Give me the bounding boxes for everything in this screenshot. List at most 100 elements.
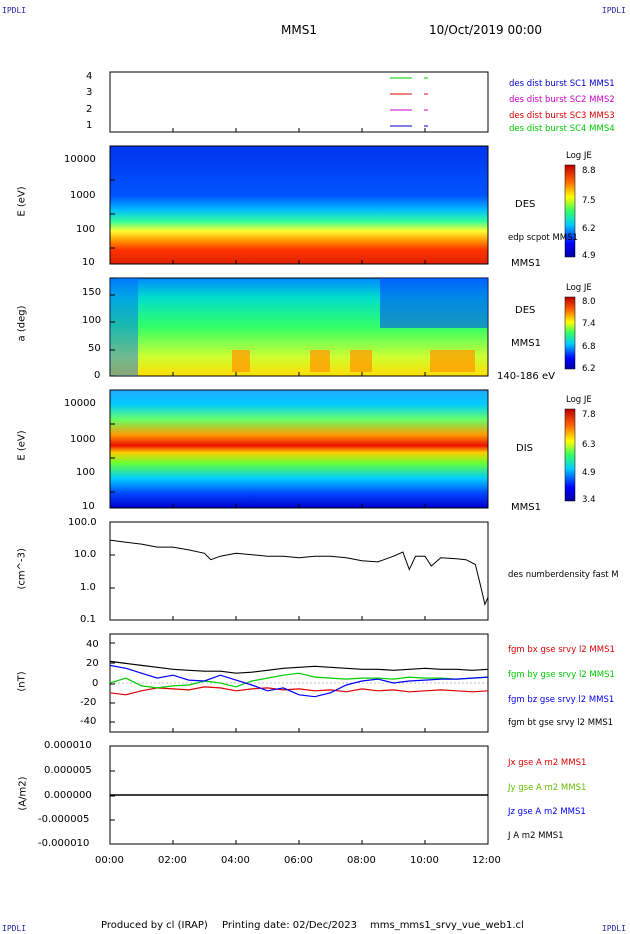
bfield-series-line [109,686,489,696]
pitch-colorbar-title: Log JE [566,283,592,293]
panel-burst-frame [109,71,489,133]
des-energy-sc-label: MMS1 [511,258,541,269]
pitch-hot-region [430,350,475,372]
density-series-label: des numberdensity fast M [508,570,619,580]
panel-des-energy-spectrogram [110,146,488,264]
des-energy-colorbar-title: Log JE [566,151,592,161]
pitch-hot-region [350,350,372,372]
des-energy-colorbar-tick: 8.8 [582,166,596,176]
density-ytick: 1.0 [80,582,96,593]
density-ylabel: (cm^-3) [16,548,28,590]
pitch-dark-region [110,278,138,376]
current-ytick: 0.000005 [44,765,92,776]
dis-energy-ytick: 1000 [70,434,96,445]
des-energy-ytick: 10 [82,257,95,268]
burst-legend-mms2: des dist burst SC2 MMS2 [509,95,615,105]
bfield-legend-bt: fgm bt gse srvy l2 MMS1 [508,718,614,728]
current-legend-jz: Jz gse A m2 MMS1 [508,807,586,817]
dis-energy-colorbar-tick: 6.3 [582,440,596,450]
burst-ytick: 2 [86,104,93,115]
pitch-colorbar-tick: 6.8 [582,342,596,352]
dis-energy-colorbar-tick: 3.4 [582,495,596,505]
dis-energy-ytick: 100 [76,467,96,478]
pitch-sc-label: MMS1 [511,338,541,349]
bfield-ytick: -20 [80,697,97,708]
dis-energy-colorbar-tick: 7.8 [582,410,596,420]
dis-energy-colorbar-tick: 4.9 [582,468,596,478]
panel-density-frame [109,521,489,621]
corner-label-bottom-right: IPDLI [601,924,626,933]
bfield-ytick: -40 [80,716,97,727]
density-ytick: 100.0 [68,517,97,528]
panel-dis-energy-spectrogram [110,390,488,508]
current-legend-j: J A m2 MMS1 [508,831,564,841]
pitch-colorbar-tick: 8.0 [582,297,596,307]
footer-config: mms_mms1_srvy_vue_web1.cl [370,920,524,931]
des-energy-ylabel: E (eV) [16,186,28,217]
des-energy-ytick: 10000 [64,154,96,165]
burst-legend-mms4: des dist burst SC4 MMS4 [509,124,615,134]
dis-energy-species-label: DIS [516,443,533,454]
bfield-ytick: 40 [86,639,99,650]
burst-ytick: 1 [86,120,93,131]
bfield-legend-by: fgm by gse srvy l2 MMS1 [508,670,615,680]
current-legend-jx: Jx gse A m2 MMS1 [508,758,587,768]
spacecraft-title: MMS1 [281,23,317,37]
pitch-ytick: 150 [82,287,102,298]
pitch-colorbar-tick: 7.4 [582,319,596,329]
pitch-ytick: 0 [94,370,101,381]
burst-ytick: 3 [86,87,93,98]
pitch-dark-region [380,278,488,328]
bfield-ytick: 0 [92,678,99,689]
pitch-ytick: 100 [82,315,102,326]
footer-produced-by: Produced by cl (IRAP) [101,920,208,931]
bfield-series-line [109,672,489,689]
pitch-energy-range-label: 140-186 eV [497,371,555,382]
pitch-ylabel: a (deg) [16,305,28,342]
des-energy-colorbar-tick: 7.5 [582,196,596,206]
des-energy-ytick: 100 [76,224,96,235]
colorbar-des-energy [564,164,576,258]
dis-energy-sc-label: MMS1 [511,502,541,513]
time-axis-tick: 08:00 [347,855,376,866]
bfield-series-line [109,660,489,674]
time-axis-tick: 12:00 [472,855,501,866]
current-ytick: 0.000010 [44,740,92,751]
colorbar-des-pitch [564,296,576,370]
density-ytick: 10.0 [74,549,97,560]
time-axis-tick: 04:00 [221,855,250,866]
dis-energy-ylabel: E (eV) [16,430,28,461]
density-series-line [109,539,489,607]
pitch-ytick: 50 [88,343,101,354]
colorbar-dis-energy [564,408,576,502]
des-energy-colorbar-tick: 6.2 [582,224,596,234]
current-ytick: -0.000005 [38,814,90,825]
dis-energy-ytick: 10000 [64,398,96,409]
current-ylabel: (A/m2) [17,776,29,811]
corner-label-top-left: IPDLI [2,6,27,15]
bfield-ytick: 20 [86,658,99,669]
des-energy-species-label: DES [515,199,536,210]
bfield-series-line [109,664,489,698]
bfield-legend-bx: fgm bx gse srvy l2 MMS1 [508,645,615,655]
footer-printing-date: Printing date: 02/Dec/2023 [222,920,358,931]
corner-label-bottom-left: IPDLI [2,924,27,933]
pitch-hot-region [232,350,250,372]
date-time-title: 10/Oct/2019 00:00 [429,23,543,37]
density-ytick: 0.1 [80,614,96,625]
burst-ytick: 4 [86,71,93,82]
current-legend-jy: Jy gse A m2 MMS1 [508,783,587,793]
bfield-ylabel: (nT) [16,671,28,692]
current-ytick: -0.000010 [38,838,90,849]
des-energy-ytick: 1000 [70,190,96,201]
dis-energy-colorbar-title: Log JE [566,395,592,405]
pitch-species-label: DES [515,305,536,316]
bfield-legend-bz: fgm bz gse srvy l2 MMS1 [508,695,615,705]
time-axis-tick: 06:00 [284,855,313,866]
burst-legend-mms1: des dist burst SC1 MMS1 [509,79,615,89]
burst-legend-mms3: des dist burst SC3 MMS3 [509,111,615,121]
dis-energy-ytick: 10 [82,501,95,512]
pitch-colorbar-tick: 6.2 [582,364,596,374]
corner-label-top-right: IPDLI [601,6,626,15]
